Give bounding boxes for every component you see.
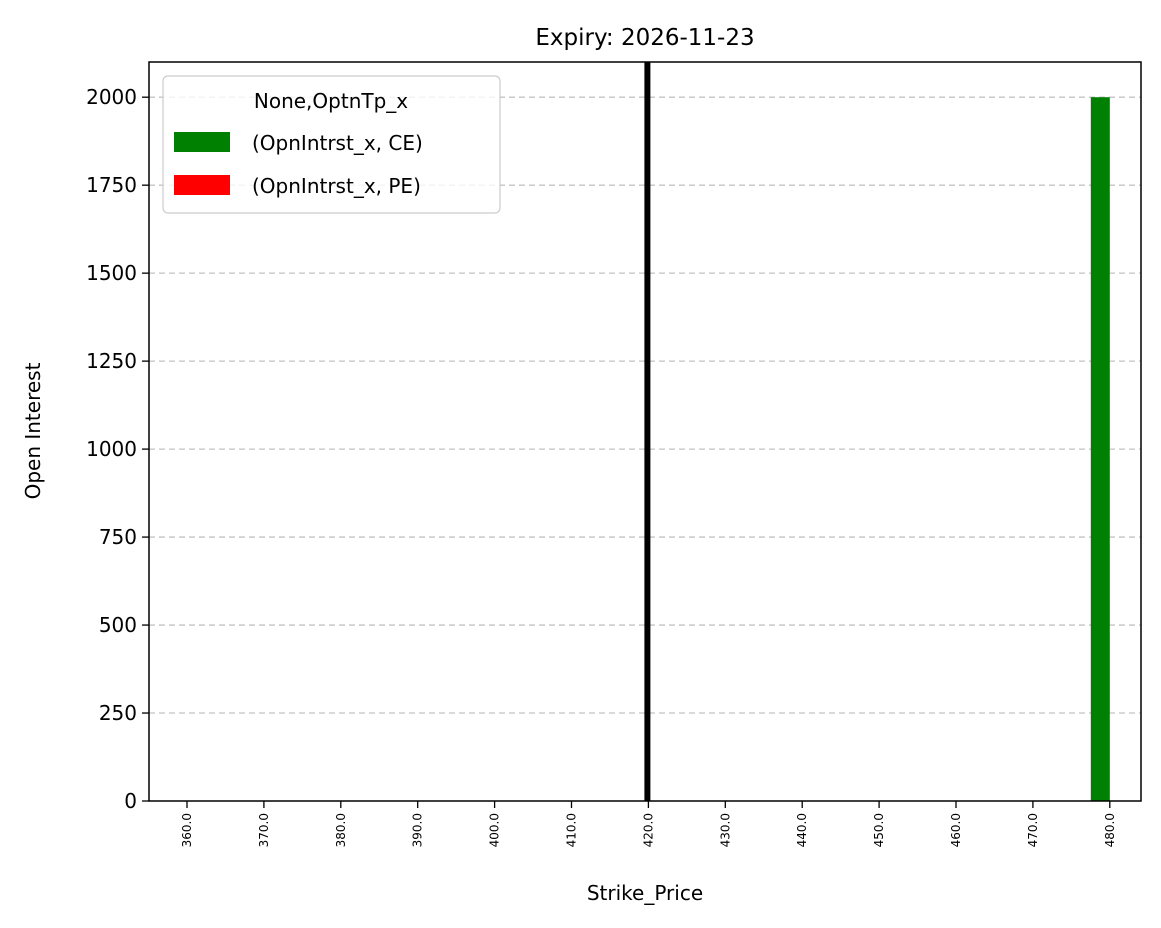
- bars: [1090, 97, 1110, 801]
- y-tick-label: 500: [99, 613, 137, 637]
- y-tick-label: 1000: [86, 437, 137, 461]
- x-axis-ticks: 360.0 370.0 380.0 390.0 400.0 410.0 420.0 430.0…: [180, 801, 1117, 847]
- x-tick-label: 480.0: [1103, 813, 1117, 847]
- x-axis-label: Strike_Price: [587, 881, 703, 905]
- y-tick-label: 1750: [86, 173, 137, 197]
- legend-swatch-ce: [174, 132, 230, 152]
- y-tick-label: 2000: [86, 85, 137, 109]
- y-tick-label: 1500: [86, 261, 137, 285]
- x-tick-label: 380.0: [334, 813, 348, 847]
- x-tick-label: 450.0: [872, 813, 886, 847]
- legend-title: None,OptnTp_x: [254, 89, 408, 113]
- x-tick-label: 370.0: [257, 813, 271, 847]
- x-tick-label: 460.0: [949, 813, 963, 847]
- x-tick-label: 440.0: [795, 813, 809, 847]
- x-tick-label: 390.0: [411, 813, 425, 847]
- chart-title: Expiry: 2026-11-23: [535, 25, 754, 51]
- legend-label-pe: (OpnIntrst_x, PE): [252, 174, 421, 198]
- legend: None,OptnTp_x (OpnIntrst_x, CE) (OpnIntr…: [162, 75, 501, 214]
- y-tick-label: 0: [124, 789, 137, 813]
- y-tick-label: 750: [99, 525, 137, 549]
- bar-ce-480.0: [1090, 97, 1110, 801]
- y-tick-label: 1250: [86, 349, 137, 373]
- x-tick-label: 430.0: [718, 813, 732, 847]
- x-tick-label: 400.0: [488, 813, 502, 847]
- legend-label-ce: (OpnIntrst_x, CE): [252, 131, 423, 155]
- legend-swatch-pe: [174, 175, 230, 195]
- y-axis-ticks: 0 250 500 750 1000 1250 1500 1750 2000: [86, 85, 149, 813]
- x-tick-label: 360.0: [180, 813, 194, 847]
- y-tick-label: 250: [99, 701, 137, 725]
- x-tick-label: 410.0: [565, 813, 579, 847]
- x-tick-label: 470.0: [1026, 813, 1040, 847]
- legend-box: [162, 75, 501, 214]
- x-tick-label: 420.0: [641, 813, 655, 847]
- y-axis-label: Open Interest: [21, 362, 45, 499]
- plot-frame: [148, 61, 1142, 802]
